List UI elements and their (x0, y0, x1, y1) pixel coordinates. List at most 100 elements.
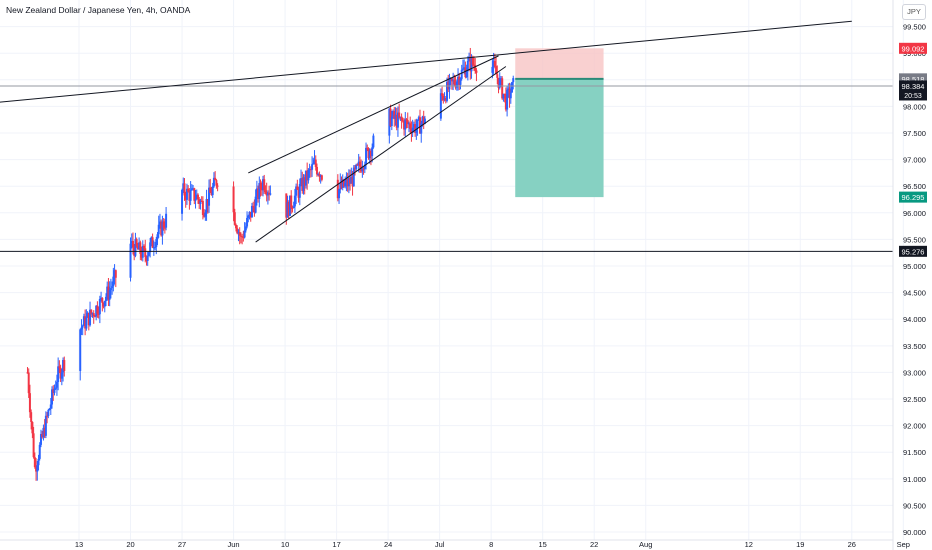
candle-body (104, 296, 107, 301)
candle-body (97, 313, 100, 315)
candle-body (344, 182, 347, 187)
candle-body (295, 186, 298, 196)
candle-body (84, 316, 87, 329)
candle-body (496, 74, 499, 78)
candle-body (306, 170, 309, 181)
candle-body (358, 161, 361, 167)
candle-body (58, 366, 61, 368)
candle-body (470, 57, 473, 72)
candle-body (285, 193, 288, 218)
candle-body (106, 286, 109, 297)
candle-body (411, 127, 414, 133)
currency-badge[interactable]: JPY (902, 4, 926, 20)
candle-body (41, 434, 44, 438)
candle-body (209, 187, 212, 193)
candle-body (54, 387, 57, 389)
candle-body (507, 88, 510, 90)
candle-body (28, 393, 31, 413)
candle-body (414, 124, 417, 133)
candle-body (361, 168, 364, 172)
y-tick-label: 90.500 (903, 501, 926, 510)
candle-body (468, 56, 471, 61)
candle-body (44, 415, 47, 436)
candle-body (365, 147, 368, 165)
candle-body (250, 205, 253, 218)
candle-body (350, 177, 353, 184)
x-tick-label: 19 (796, 540, 804, 549)
candle-body (199, 200, 202, 204)
candle-body (356, 164, 359, 166)
last-price-badge-label: 98.384 (902, 82, 925, 91)
candle-body (143, 246, 146, 249)
candle-body (415, 127, 418, 133)
support-badge-label: 95.276 (902, 247, 925, 256)
candle-body (311, 164, 314, 170)
candle-body (441, 93, 444, 96)
y-tick-label: 95.000 (903, 262, 926, 271)
candle-body (111, 286, 114, 289)
drawn-lines[interactable] (0, 20, 893, 252)
candle-body (288, 195, 291, 216)
candle-body (246, 217, 249, 227)
candle-body (91, 313, 94, 315)
candle-body (392, 110, 395, 117)
candle-body (338, 189, 341, 199)
candle-body (509, 92, 512, 99)
candle-body (248, 211, 251, 216)
candle-body (51, 389, 54, 405)
candle-body (290, 195, 293, 208)
candle-body (506, 89, 509, 110)
candle-body (406, 120, 409, 125)
y-tick-label: 97.500 (903, 129, 926, 138)
y-tick-label: 94.000 (903, 315, 926, 324)
candle-body (461, 68, 464, 70)
entry-badge-label: 98.518 (902, 75, 925, 84)
candle-body (444, 98, 447, 101)
x-tick-label: 12 (745, 540, 753, 549)
candle-body (208, 187, 211, 206)
candle-body (89, 309, 92, 326)
candle-body (100, 297, 103, 300)
candle-body (366, 147, 369, 149)
candle-body (93, 316, 96, 318)
candle-body (145, 256, 148, 261)
y-tick-label: 94.500 (903, 289, 926, 298)
candle-body (474, 65, 477, 71)
wedge_upper-trendline (248, 55, 499, 174)
candle-body (262, 179, 264, 191)
candle-body (35, 467, 38, 472)
x-tick-label: 8 (489, 540, 493, 549)
candle-body (201, 200, 204, 216)
candle-body (255, 188, 258, 197)
candle-body (257, 188, 260, 199)
y-tick-label: 99.500 (903, 23, 926, 32)
candle-body (412, 124, 415, 128)
candle-body (244, 226, 247, 231)
candle-body (367, 148, 370, 159)
candle-body (192, 188, 195, 190)
entry-badge-bg (899, 73, 927, 85)
candle-body (139, 242, 142, 254)
candle-body (512, 78, 515, 83)
x-tick-label: 24 (384, 540, 392, 549)
candle-body (39, 434, 42, 445)
candle-body (190, 188, 193, 190)
x-tick-label: Jul (435, 540, 445, 549)
y-tick-label: 93.000 (903, 368, 926, 377)
candle-body (212, 177, 215, 187)
candle-body (206, 198, 209, 206)
candle-body (303, 177, 306, 186)
candle-body (152, 247, 155, 249)
candle-body (410, 128, 413, 133)
y-tick-label: 96.500 (903, 182, 926, 191)
candle-body (357, 161, 360, 165)
candle-body (52, 389, 55, 393)
candle-body (286, 201, 289, 218)
candle-body (189, 189, 192, 201)
candle-body (150, 237, 153, 243)
candle-body (43, 427, 46, 436)
candle-body (109, 288, 112, 290)
